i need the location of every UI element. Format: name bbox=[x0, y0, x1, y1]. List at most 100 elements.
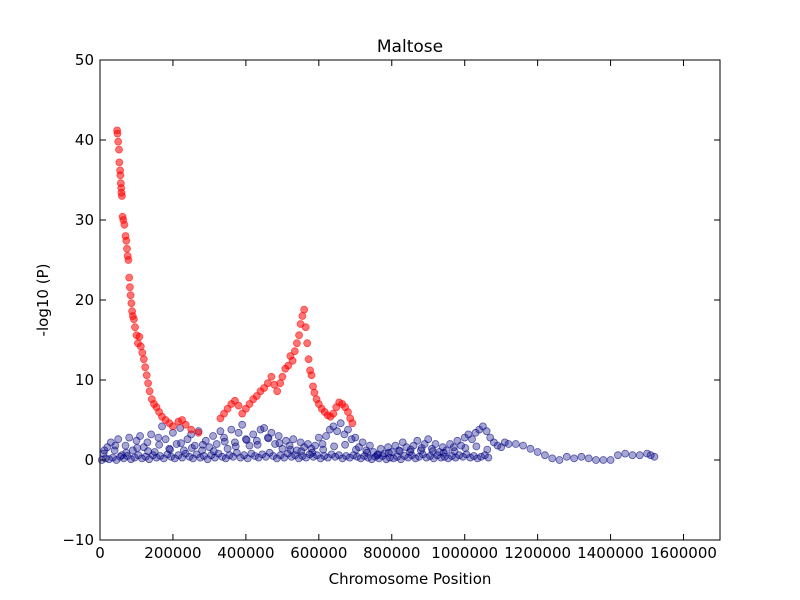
nonsignificant-point bbox=[154, 433, 163, 442]
significant-point bbox=[304, 355, 313, 364]
nonsignificant-point bbox=[570, 454, 578, 463]
nonsignificant-point bbox=[125, 433, 134, 442]
nonsignificant-point bbox=[352, 445, 360, 454]
nonsignificant-point bbox=[122, 448, 131, 457]
significant-point bbox=[263, 379, 272, 388]
nonsignificant-point bbox=[363, 448, 371, 457]
nonsignificant-point bbox=[562, 452, 571, 461]
significant-point bbox=[122, 236, 131, 245]
x-tick-label: 800000 bbox=[363, 544, 420, 562]
nonsignificant-point bbox=[635, 451, 644, 460]
x-tick-label: 400000 bbox=[217, 544, 274, 562]
significant-point bbox=[145, 387, 154, 396]
nonsignificant-point bbox=[526, 444, 535, 453]
nonsignificant-point bbox=[133, 444, 142, 452]
nonsignificant-point bbox=[144, 447, 153, 456]
significant-point bbox=[292, 339, 301, 348]
significant-point bbox=[348, 419, 357, 428]
nonsignificant-point bbox=[177, 439, 185, 448]
significant-point bbox=[310, 388, 319, 397]
x-tick-label: 1000000 bbox=[431, 544, 498, 562]
nonsignificant-point bbox=[504, 440, 513, 448]
nonsignificant-point bbox=[577, 452, 586, 461]
significant-point bbox=[290, 347, 299, 356]
significant-point bbox=[142, 371, 151, 380]
nonsignificant-point bbox=[314, 433, 323, 442]
nonsignificant-point bbox=[483, 445, 492, 454]
significant-point bbox=[344, 408, 352, 416]
significant-point bbox=[113, 129, 122, 138]
y-tick-label: 0 bbox=[84, 451, 94, 469]
nonsignificant-point bbox=[406, 445, 415, 454]
nonsignificant-point bbox=[431, 440, 440, 448]
nonsignificant-point bbox=[187, 444, 196, 452]
significant-point bbox=[309, 382, 317, 391]
significant-point bbox=[303, 339, 312, 348]
nonsignificant-point bbox=[275, 439, 284, 448]
significant-point bbox=[118, 192, 126, 200]
nonsignificant-point bbox=[330, 442, 339, 451]
x-axis-ticks: 0 200000 400000 600000 800000 1000000 1200000 1… bbox=[95, 60, 717, 562]
x-axis-title: Chromosome Position bbox=[329, 570, 492, 588]
nonsignificant-point bbox=[114, 435, 123, 444]
significant-point bbox=[126, 291, 135, 300]
significant-point bbox=[194, 428, 203, 437]
data-points bbox=[97, 126, 659, 464]
nonsignificant-point bbox=[238, 420, 247, 429]
nonsignificant-point bbox=[461, 444, 470, 452]
x-tick-label: 1200000 bbox=[504, 544, 571, 562]
nonsignificant-point bbox=[318, 440, 327, 448]
significant-point bbox=[187, 425, 196, 434]
significant-point bbox=[295, 331, 304, 340]
significant-point bbox=[273, 387, 282, 396]
nonsignificant-point bbox=[614, 451, 622, 460]
significant-point bbox=[136, 342, 145, 351]
significant-point bbox=[298, 312, 307, 320]
significant-point bbox=[276, 379, 285, 388]
nonsignificant-point bbox=[223, 444, 232, 453]
nonsignificant-point bbox=[322, 432, 331, 440]
nonsignificant-point bbox=[121, 441, 130, 450]
significant-point bbox=[123, 244, 131, 253]
nonsignificant-point bbox=[484, 453, 493, 462]
nonsignificant-point bbox=[168, 428, 177, 437]
nonsignificant-point bbox=[166, 445, 174, 454]
nonsignificant-point bbox=[584, 454, 593, 463]
nonsignificant-point bbox=[136, 432, 145, 440]
x-tick-label: 1600000 bbox=[650, 544, 717, 562]
nonsignificant-point bbox=[548, 454, 557, 463]
nonsignificant-point bbox=[599, 456, 608, 464]
significant-point bbox=[181, 420, 190, 429]
significant-point bbox=[139, 355, 148, 364]
significant-point bbox=[288, 356, 297, 365]
nonsignificant-point bbox=[311, 441, 320, 450]
nonsignificant-point bbox=[417, 444, 426, 452]
x-tick-label: 1400000 bbox=[577, 544, 644, 562]
nonsignificant-point bbox=[384, 448, 393, 457]
nonsignificant-point bbox=[198, 440, 207, 449]
nonsignificant-point bbox=[428, 447, 437, 456]
nonsignificant-point bbox=[216, 427, 225, 436]
nonsignificant-point bbox=[231, 442, 240, 451]
nonsignificant-point bbox=[468, 435, 476, 444]
y-tick-label: 30 bbox=[75, 211, 94, 229]
nonsignificant-point bbox=[541, 451, 549, 460]
nonsignificant-point bbox=[209, 447, 218, 456]
nonsignificant-point bbox=[201, 436, 210, 445]
nonsignificant-point bbox=[249, 430, 258, 439]
significant-point bbox=[138, 348, 147, 357]
significant-point bbox=[129, 315, 138, 324]
significant-point bbox=[301, 323, 310, 332]
significant-point bbox=[114, 137, 123, 146]
significant-point bbox=[278, 372, 287, 381]
significant-point bbox=[168, 422, 177, 431]
y-tick-label: 20 bbox=[75, 291, 94, 309]
nonsignificant-point bbox=[395, 447, 404, 456]
nonsignificant-point bbox=[155, 440, 164, 449]
significant-point bbox=[124, 256, 133, 264]
significant-point bbox=[115, 158, 124, 167]
x-tick-label: 0 bbox=[95, 544, 105, 562]
nonsignificant-point bbox=[344, 425, 352, 434]
significant-point bbox=[141, 363, 150, 372]
